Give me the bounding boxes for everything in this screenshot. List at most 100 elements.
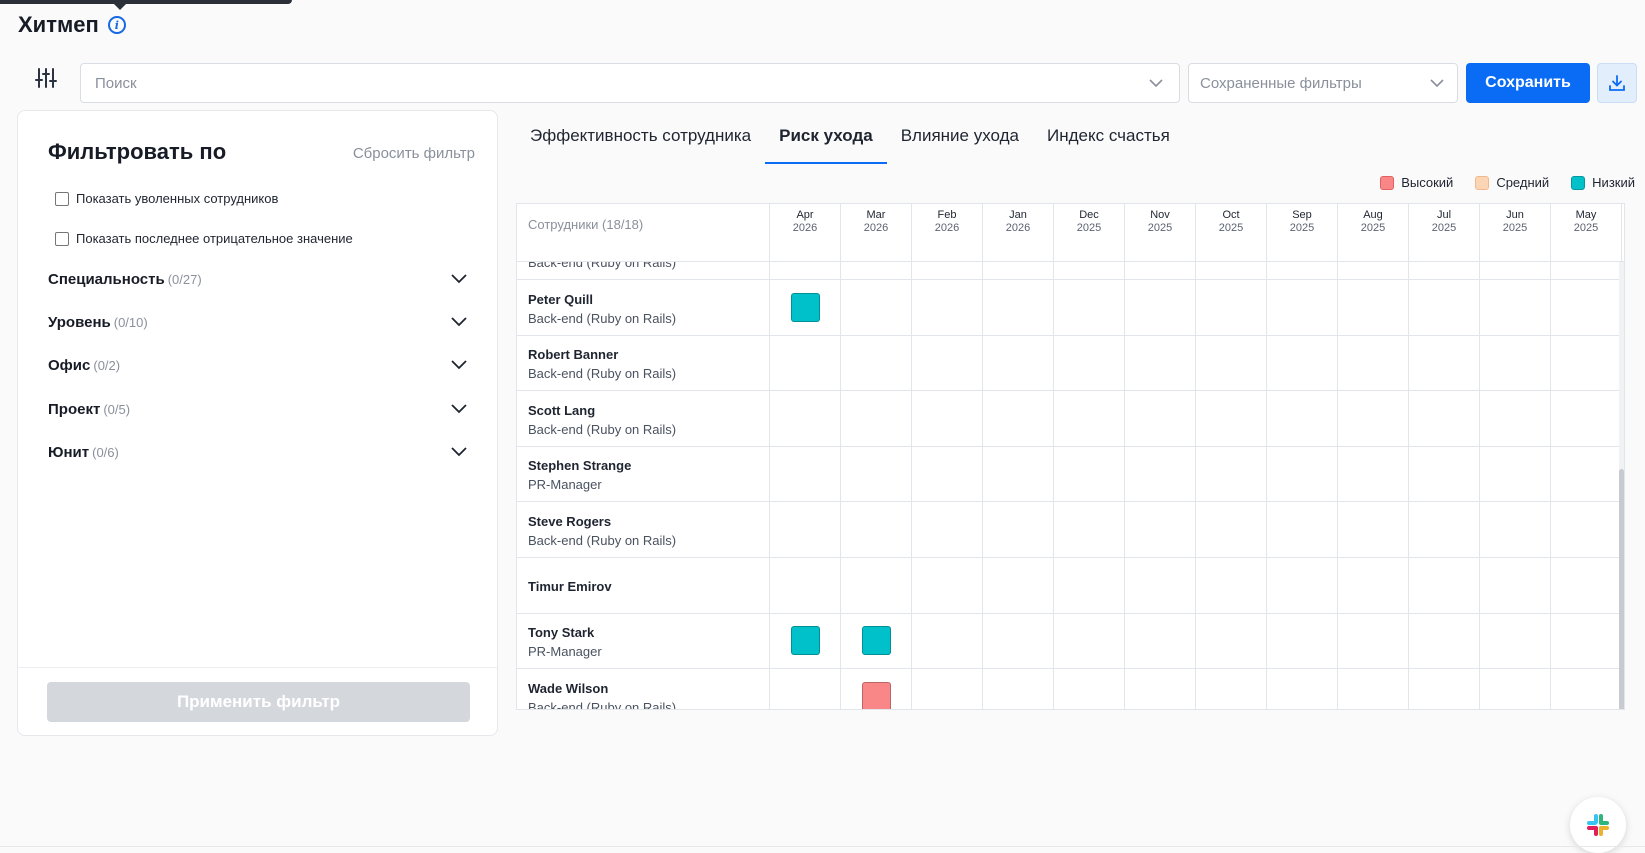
checkbox[interactable] bbox=[55, 191, 69, 206]
facet-specialty[interactable]: Специальность (0/27) bbox=[48, 266, 468, 292]
heatmap-cell bbox=[1054, 557, 1125, 614]
risk-mark-low[interactable] bbox=[791, 292, 820, 322]
heatmap-cell bbox=[1480, 557, 1551, 614]
checkbox-label: Показать уволенных сотрудников bbox=[76, 191, 279, 206]
heatmap-cell bbox=[841, 390, 912, 447]
slack-icon[interactable] bbox=[1570, 797, 1626, 853]
employee-name[interactable]: Timur Emirov bbox=[528, 578, 612, 594]
employee-name[interactable]: Stephen Strange bbox=[528, 458, 632, 474]
chevron-down-icon[interactable] bbox=[450, 400, 468, 418]
month-header: Feb 2026 bbox=[912, 204, 983, 262]
facet-office[interactable]: Офис (0/2) bbox=[48, 352, 468, 378]
info-icon[interactable]: i bbox=[107, 16, 126, 34]
heatmap-cell bbox=[912, 502, 983, 558]
chevron-down-icon[interactable] bbox=[450, 443, 468, 461]
saved-filters-placeholder: Сохраненные фильтры bbox=[1200, 74, 1362, 92]
heatmap-cell bbox=[912, 279, 983, 336]
facet-unit[interactable]: Юнит (0/6) bbox=[48, 439, 468, 465]
employees-column-header[interactable]: Сотрудники (18/18) bbox=[517, 204, 770, 262]
heatmap-cell bbox=[1267, 390, 1338, 447]
employee-cell[interactable]: Timur Emirov bbox=[517, 557, 770, 614]
month-header: Oct 2025 bbox=[1196, 204, 1267, 262]
heatmap-cell bbox=[770, 613, 841, 670]
employee-cell[interactable]: Stephen Strange PR-Manager bbox=[517, 446, 770, 503]
tab-happiness-index[interactable]: Индекс счастья bbox=[1047, 126, 1170, 145]
heatmap-cell bbox=[1551, 668, 1622, 709]
heatmap-cell bbox=[1551, 335, 1622, 392]
employee-cell[interactable]: Robert Banner Back-end (Ruby on Rails) bbox=[517, 335, 770, 392]
year-label: 2025 bbox=[1076, 222, 1102, 234]
show-dismissed-checkbox[interactable]: Показать уволенных сотрудников bbox=[55, 191, 278, 206]
heatmap-cell bbox=[983, 390, 1054, 447]
facet-project[interactable]: Проект (0/5) bbox=[48, 396, 468, 422]
show-last-negative-checkbox[interactable]: Показать последнее отрицательное значени… bbox=[55, 231, 353, 246]
tooltip-pointer bbox=[0, 0, 292, 10]
heatmap-cell bbox=[1551, 446, 1622, 503]
heatmap-cell bbox=[1125, 668, 1196, 709]
employee-role: PR-Manager bbox=[528, 644, 602, 660]
month-label: Jun bbox=[1506, 209, 1524, 221]
month-label: Oct bbox=[1222, 209, 1240, 221]
heatmap-cell bbox=[1480, 502, 1551, 558]
scrollbar-thumb[interactable] bbox=[1619, 469, 1624, 709]
heatmap-cell bbox=[1054, 668, 1125, 709]
heatmap-cell bbox=[912, 390, 983, 447]
chevron-down-icon[interactable] bbox=[1147, 74, 1165, 92]
risk-mark-low[interactable] bbox=[791, 626, 820, 656]
month-header: Mar 2026 bbox=[841, 204, 912, 262]
employee-name[interactable]: Peter Quill bbox=[528, 291, 594, 307]
risk-mark-high[interactable] bbox=[862, 681, 891, 709]
month-label: Dec bbox=[1079, 209, 1099, 221]
employee-role: Back-end (Ruby on Rails) bbox=[528, 533, 677, 548]
tab-attrition-impact[interactable]: Влияние ухода bbox=[900, 126, 1019, 145]
apply-filter-button[interactable]: Применить фильтр bbox=[47, 682, 470, 722]
employee-name[interactable]: Tony Stark bbox=[528, 625, 595, 641]
heatmap-cell bbox=[1054, 446, 1125, 503]
filter-settings-icon[interactable] bbox=[34, 66, 58, 90]
tab-attrition-risk[interactable]: Риск ухода bbox=[765, 114, 887, 164]
download-button[interactable] bbox=[1597, 63, 1637, 103]
heatmap-cell bbox=[770, 390, 841, 447]
month-label: Sep bbox=[1292, 209, 1312, 221]
chevron-down-icon[interactable] bbox=[450, 356, 468, 374]
heatmap-cell bbox=[912, 446, 983, 503]
legend: Высокий Средний Низкий bbox=[1380, 175, 1635, 190]
employee-name[interactable]: Robert Banner bbox=[528, 347, 619, 363]
saved-filters-select[interactable]: Сохраненные фильтры bbox=[1188, 63, 1458, 103]
employee-cell[interactable]: Scott Lang Back-end (Ruby on Rails) bbox=[517, 390, 770, 447]
employee-name[interactable]: Steve Rogers bbox=[528, 514, 612, 529]
heatmap-cell bbox=[983, 279, 1054, 336]
facet-level[interactable]: Уровень (0/10) bbox=[48, 309, 468, 335]
employee-cell[interactable]: Steve Rogers Back-end (Ruby on Rails) bbox=[517, 502, 770, 558]
reset-filter-button[interactable]: Сбросить фильтр bbox=[352, 145, 475, 162]
heatmap-cell bbox=[912, 335, 983, 392]
checkbox[interactable] bbox=[55, 231, 69, 246]
filter-panel: Фильтровать по Сбросить фильтр Показать … bbox=[17, 110, 498, 736]
search-input[interactable] bbox=[95, 74, 1147, 92]
search-box[interactable] bbox=[80, 63, 1180, 103]
heatmap-cell bbox=[1267, 279, 1338, 336]
heatmap-cell bbox=[1125, 502, 1196, 558]
employee-cell[interactable]: Tony Stark PR-Manager bbox=[517, 613, 770, 670]
month-label: Jul bbox=[1436, 209, 1452, 221]
employee-cell[interactable]: Wade Wilson Back-end (Ruby on Rails) bbox=[517, 668, 770, 709]
heatmap-cell bbox=[1196, 668, 1267, 709]
legend-swatch bbox=[1571, 175, 1586, 190]
chevron-down-icon[interactable] bbox=[450, 313, 468, 331]
employee-name[interactable]: Scott Lang bbox=[528, 402, 596, 418]
employee-name[interactable]: Wade Wilson bbox=[528, 680, 609, 696]
employee-cell[interactable]: Peter Quill Back-end (Ruby on Rails) bbox=[517, 279, 770, 336]
heatmap-cell bbox=[841, 502, 912, 558]
month-label: May bbox=[1575, 209, 1597, 221]
month-header: Sep 2025 bbox=[1267, 204, 1338, 262]
chevron-down-icon[interactable] bbox=[450, 270, 468, 288]
heatmap-cell bbox=[1338, 613, 1409, 670]
risk-mark-low[interactable] bbox=[862, 626, 891, 656]
save-button[interactable]: Сохранить bbox=[1466, 63, 1590, 103]
scrollbar[interactable] bbox=[1619, 262, 1624, 709]
legend-item-low: Низкий bbox=[1571, 175, 1635, 190]
month-header: Jun 2025 bbox=[1480, 204, 1551, 262]
month-header: Dec 2025 bbox=[1054, 204, 1125, 262]
tab-employee-efficiency[interactable]: Эффективность сотрудника bbox=[530, 126, 752, 145]
heatmap-cell bbox=[1125, 557, 1196, 614]
